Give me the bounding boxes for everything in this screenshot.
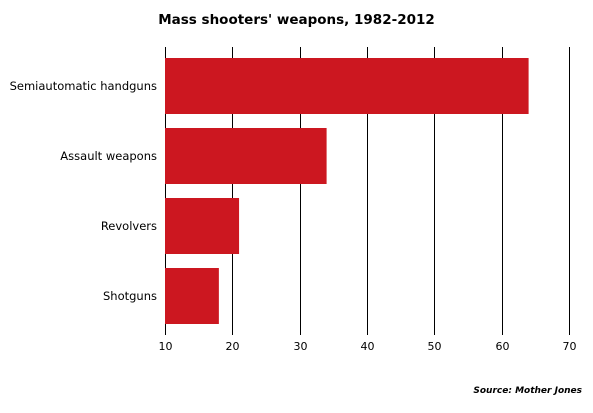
x-tick-label: 10 (159, 340, 173, 353)
category-label: Semiautomatic handguns (10, 79, 157, 93)
category-label: Revolvers (101, 219, 157, 233)
category-label: Shotguns (103, 289, 157, 303)
category-labels: Semiautomatic handguns Assault weapons Rev… (10, 79, 157, 303)
bar (165, 128, 327, 184)
bars (165, 58, 529, 324)
x-tick-label: 40 (361, 340, 375, 353)
x-axis-ticks: 10 20 30 40 50 60 70 (159, 340, 577, 353)
x-tick-label: 30 (294, 340, 308, 353)
x-tick-label: 50 (428, 340, 442, 353)
x-tick-label: 70 (563, 340, 577, 353)
category-label: Assault weapons (60, 149, 157, 163)
chart-title: Mass shooters' weapons, 1982-2012 (158, 12, 435, 28)
bar (165, 198, 240, 254)
bar (165, 58, 529, 114)
source-note: Source: Mother Jones (473, 386, 582, 396)
x-tick-label: 60 (496, 340, 510, 353)
x-tick-label: 20 (226, 340, 240, 353)
bar (165, 268, 219, 324)
